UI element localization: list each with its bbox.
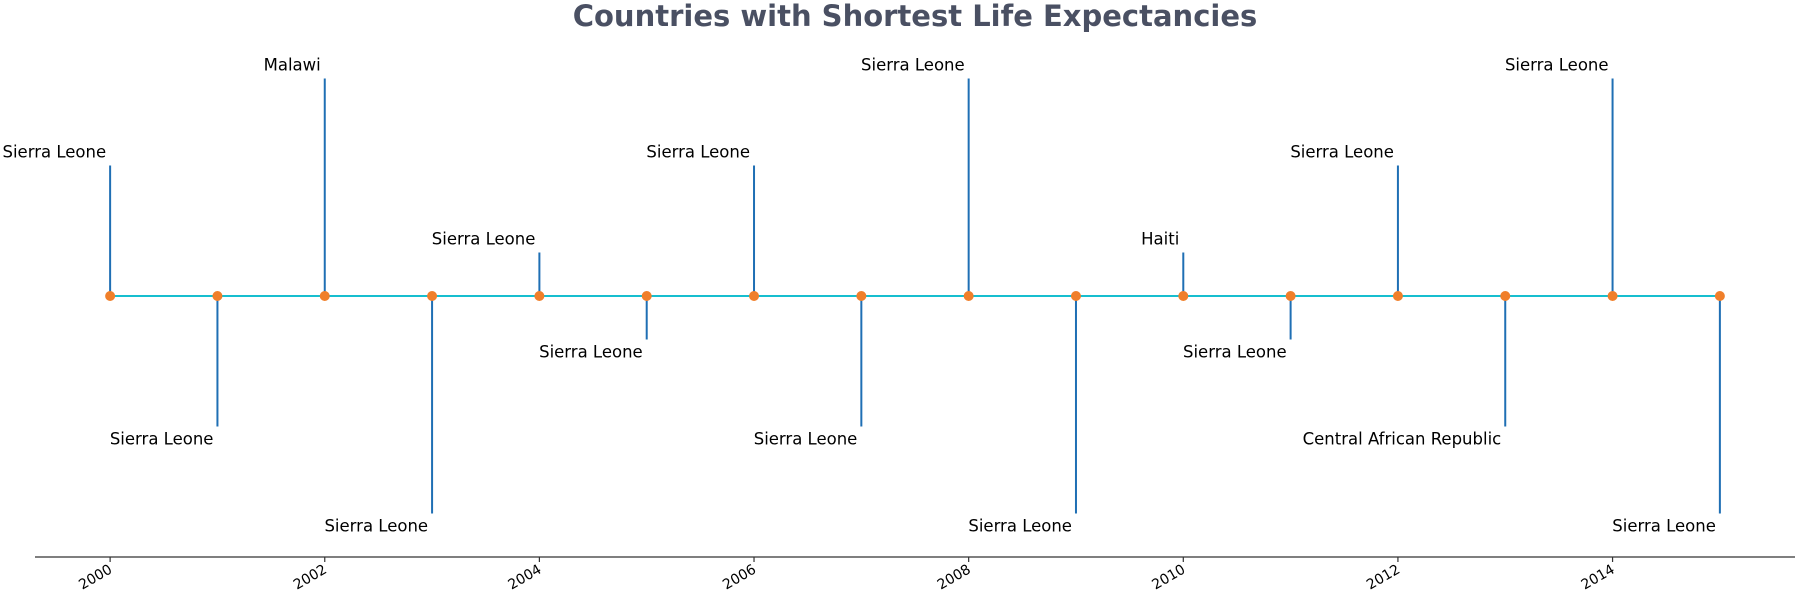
x-tick-label: 2006 [720,562,759,594]
x-tick-label: 2008 [935,562,974,594]
markers-layer [105,291,1725,301]
event-marker [1070,291,1081,301]
x-axis-ticks: 2000 2002 2004 2006 2008 2010 2012 2014 [76,557,1618,594]
event-label: Haiti [1141,230,1179,249]
event-marker [105,291,116,301]
event-marker [1607,291,1618,301]
event-label: Sierra Leone [1290,143,1394,162]
x-tick-label: 2000 [76,562,115,594]
event-label: Sierra Leone [861,56,965,75]
event-label: Sierra Leone [539,343,643,362]
event-marker [1178,291,1189,301]
x-tick-label: 2014 [1579,562,1618,594]
x-tick-label: 2004 [506,562,545,594]
event-label: Sierra Leone [754,430,858,449]
event-marker [1392,291,1403,301]
x-tick-label: 2010 [1149,562,1188,594]
event-marker [427,291,438,301]
event-marker [1500,291,1511,301]
event-marker [856,291,867,301]
stems-layer [109,78,1721,514]
event-label: Sierra Leone [110,430,214,449]
event-marker [319,291,330,301]
event-label: Sierra Leone [1505,56,1609,75]
event-label: Sierra Leone [1183,343,1287,362]
event-marker [534,291,545,301]
event-label: Malawi [264,56,321,75]
labels-layer: Sierra Leone Sierra Leone Malawi Sierra Leo… [3,56,1716,536]
event-label: Sierra Leone [968,517,1072,536]
event-label: Central African Republic [1303,430,1502,449]
event-marker [1285,291,1296,301]
chart-title: Countries with Shortest Life Expectancie… [573,0,1258,33]
event-label: Sierra Leone [1612,517,1716,536]
event-label: Sierra Leone [432,230,536,249]
event-marker [749,291,760,301]
event-marker [1714,291,1725,301]
x-tick-label: 2012 [1364,562,1403,594]
event-marker [641,291,652,301]
event-label: Sierra Leone [646,143,750,162]
event-label: Sierra Leone [324,517,428,536]
event-marker [212,291,223,301]
event-marker [963,291,974,301]
event-label: Sierra Leone [3,143,107,162]
x-tick-label: 2002 [291,562,330,594]
